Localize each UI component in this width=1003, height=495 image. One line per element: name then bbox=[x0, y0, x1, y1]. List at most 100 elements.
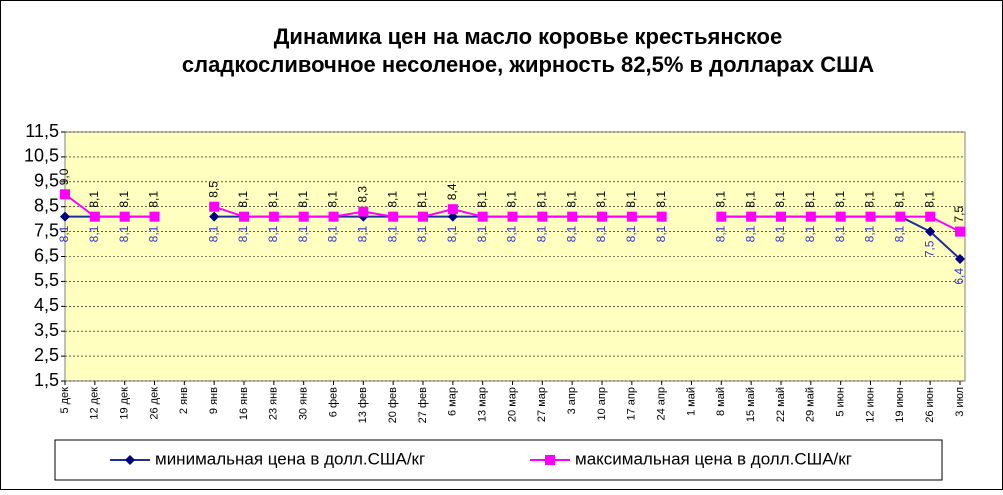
series-line bbox=[213, 205, 662, 218]
data-label: 8,1 bbox=[922, 191, 936, 208]
marker bbox=[716, 211, 727, 222]
y-tick-label: 6,5 bbox=[34, 245, 59, 265]
marker bbox=[328, 211, 339, 222]
data-label: 8,1 bbox=[356, 225, 370, 242]
data-label: 8,5 bbox=[206, 181, 220, 198]
marker bbox=[298, 211, 309, 222]
data-label: 9,0 bbox=[57, 168, 71, 185]
series-line bbox=[64, 193, 155, 218]
legend-marker bbox=[545, 455, 555, 465]
x-tick-label: 19 июн bbox=[894, 387, 906, 423]
marker bbox=[447, 204, 458, 215]
data-label: 8,1 bbox=[445, 225, 459, 242]
data-label: 8,1 bbox=[415, 191, 429, 208]
data-label: 8,1 bbox=[266, 225, 280, 242]
marker bbox=[597, 211, 607, 222]
data-label: 8,1 bbox=[743, 225, 757, 242]
marker bbox=[805, 211, 816, 222]
data-label: 8,1 bbox=[773, 191, 787, 208]
marker bbox=[507, 211, 518, 222]
x-tick-label: 19 дек bbox=[119, 387, 131, 420]
chart-title: Динамика цен на масло коровье крестьянск… bbox=[274, 24, 782, 49]
data-label: 8,1 bbox=[803, 191, 817, 208]
x-tick-label: 5 дек bbox=[59, 387, 71, 414]
data-label: 8,1 bbox=[714, 191, 728, 208]
marker bbox=[60, 211, 70, 222]
y-tick-label: 9,5 bbox=[34, 171, 59, 191]
marker bbox=[567, 211, 578, 222]
x-tick-label: 12 дек bbox=[89, 387, 101, 420]
data-label: 8,1 bbox=[743, 191, 757, 208]
data-label: 8,1 bbox=[564, 225, 578, 242]
data-label: 8,1 bbox=[147, 191, 161, 208]
data-label: 8,1 bbox=[505, 225, 519, 242]
marker bbox=[955, 226, 965, 237]
marker bbox=[746, 211, 757, 222]
y-tick-label: 2,5 bbox=[34, 345, 59, 365]
data-label: 8,1 bbox=[57, 225, 71, 242]
x-tick-label: 16 янв bbox=[238, 387, 250, 420]
marker bbox=[60, 189, 70, 200]
data-label: 6,4 bbox=[952, 268, 966, 285]
marker bbox=[477, 211, 488, 222]
data-label: 8,1 bbox=[87, 225, 101, 242]
marker bbox=[865, 211, 876, 222]
data-label: 8,1 bbox=[236, 225, 250, 242]
data-label: 8,1 bbox=[624, 191, 638, 208]
marker bbox=[835, 211, 846, 222]
legend-label: максимальная цена в долл.США/кг bbox=[575, 449, 852, 468]
y-tick-label: 5,5 bbox=[34, 270, 59, 290]
data-label: 8,1 bbox=[893, 191, 907, 208]
data-label: 8,1 bbox=[863, 191, 877, 208]
y-tick-label: 8,5 bbox=[34, 195, 59, 215]
data-label: 8,1 bbox=[296, 225, 310, 242]
data-label: 8,1 bbox=[296, 191, 310, 208]
data-label: 8,1 bbox=[624, 225, 638, 242]
data-label: 8,1 bbox=[833, 191, 847, 208]
data-label: 8,1 bbox=[326, 191, 340, 208]
y-tick-label: 11,5 bbox=[25, 121, 59, 141]
x-tick-label: 30 янв bbox=[298, 387, 310, 420]
x-tick-label: 23 янв bbox=[268, 387, 280, 420]
marker bbox=[895, 211, 906, 222]
data-label: 8,1 bbox=[654, 191, 668, 208]
marker bbox=[149, 211, 160, 222]
data-label: 8,1 bbox=[415, 225, 429, 242]
x-tick-label: 9 янв bbox=[208, 387, 220, 414]
data-label: 8,1 bbox=[505, 191, 519, 208]
x-tick-label: 15 май bbox=[745, 387, 757, 422]
y-tick-label: 4,5 bbox=[34, 295, 59, 315]
x-tick-label: 5 июн bbox=[835, 387, 847, 417]
data-label: 8,1 bbox=[714, 225, 728, 242]
y-tick-label: 10,5 bbox=[24, 146, 59, 166]
data-label: 8,1 bbox=[863, 225, 877, 242]
data-label: 8,1 bbox=[266, 191, 280, 208]
data-label: 8,4 bbox=[445, 183, 459, 200]
data-label: 8,1 bbox=[236, 191, 250, 208]
x-tick-label: 17 апр bbox=[626, 387, 638, 420]
data-label: 8,1 bbox=[594, 191, 608, 208]
y-tick-label: 7,5 bbox=[34, 220, 59, 240]
marker bbox=[119, 211, 130, 222]
x-tick-label: 24 апр bbox=[656, 387, 668, 420]
chart-title: сладкосливочное несоленое, жирность 82,5… bbox=[182, 52, 874, 77]
x-tick-label: 26 дек bbox=[148, 387, 160, 420]
data-label: 8,1 bbox=[773, 225, 787, 242]
legend-label: минимальная цена в долл.США/кг bbox=[155, 449, 425, 468]
x-tick-label: 29 май bbox=[805, 387, 817, 422]
marker bbox=[626, 211, 637, 222]
data-label: 8,1 bbox=[326, 225, 340, 242]
data-label: 8,1 bbox=[87, 191, 101, 208]
x-tick-label: 1 май bbox=[685, 387, 697, 416]
data-label: 8,1 bbox=[833, 225, 847, 242]
marker bbox=[955, 253, 965, 264]
data-label: 8,1 bbox=[385, 225, 399, 242]
x-tick-label: 3 июл bbox=[954, 387, 966, 417]
data-label: 8,1 bbox=[206, 225, 220, 242]
data-label: 8,1 bbox=[594, 225, 608, 242]
data-label: 8,1 bbox=[475, 191, 489, 208]
data-label: 8,1 bbox=[535, 191, 549, 208]
marker bbox=[925, 211, 936, 222]
data-label: 8,1 bbox=[654, 225, 668, 242]
data-label: 8,1 bbox=[893, 225, 907, 242]
